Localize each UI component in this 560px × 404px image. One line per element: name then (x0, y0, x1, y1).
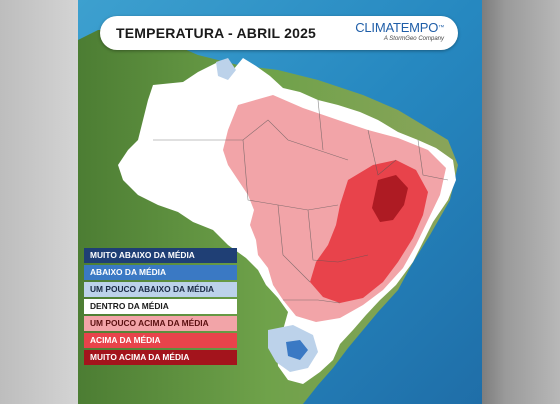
background-right-panel (482, 0, 560, 404)
legend-item-muito-abaixo: MUITO ABAIXO DA MÉDIA (84, 248, 237, 263)
legend-item-abaixo: ABAIXO DA MÉDIA (84, 265, 237, 280)
climatempo-logo: CLIMATEMPO A StormGeo Company (355, 21, 444, 43)
area-abaixo-da-media (286, 340, 308, 360)
state-borders (153, 99, 449, 304)
legend-item-um-pouco-acima: UM POUCO ACIMA DA MÉDIA (84, 316, 237, 331)
area-um-pouco-abaixo-norte (216, 58, 236, 80)
background-left-panel (0, 0, 78, 404)
area-muito-acima-da-media (372, 175, 408, 222)
legend-item-acima: ACIMA DA MÉDIA (84, 333, 237, 348)
legend-item-muito-acima: MUITO ACIMA DA MÉDIA (84, 350, 237, 365)
map-legend: MUITO ABAIXO DA MÉDIA ABAIXO DA MÉDIA UM… (84, 248, 237, 367)
legend-item-um-pouco-abaixo: UM POUCO ABAIXO DA MÉDIA (84, 282, 237, 297)
map-title: TEMPERATURA - ABRIL 2025 (116, 25, 317, 41)
legend-item-dentro: DENTRO DA MÉDIA (84, 299, 237, 314)
logo-subtext: A StormGeo Company (383, 36, 444, 42)
title-banner: TEMPERATURA - ABRIL 2025 CLIMATEMPO A St… (100, 16, 458, 50)
logo-text: CLIMATEMPO (355, 21, 444, 35)
